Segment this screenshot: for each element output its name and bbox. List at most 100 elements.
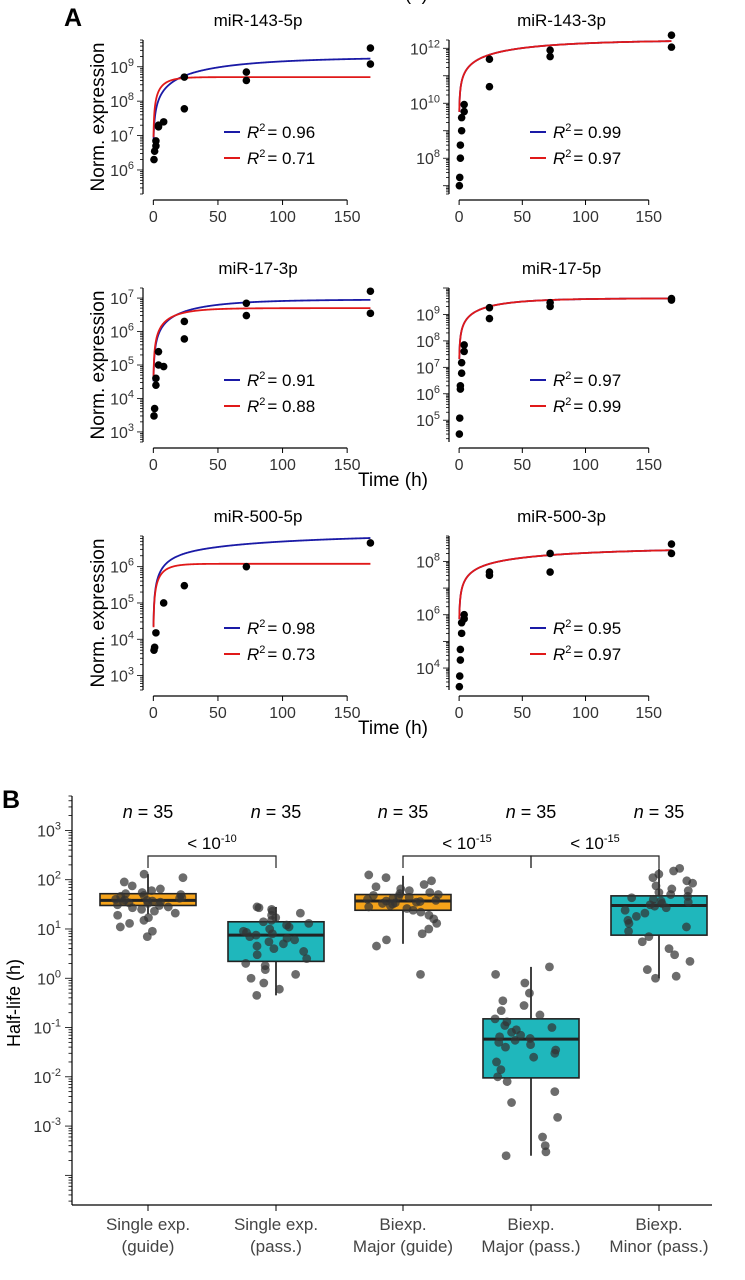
data-point (242, 76, 251, 85)
jitter-point (113, 910, 123, 920)
b-y-tick-label: 102 (37, 870, 61, 890)
jitter-point (176, 890, 186, 899)
jitter-point (424, 910, 434, 920)
jitter-point (535, 1010, 545, 1020)
x-tick-label: 150 (635, 705, 662, 722)
y-tick-label: 103 (110, 666, 134, 686)
jitter-point (416, 969, 425, 979)
legend-r2-label: R2 = 0.97 (553, 644, 621, 664)
y-tick-label: 106 (416, 384, 440, 404)
n-label: n = 35 (378, 802, 429, 822)
jitter-point (495, 1032, 505, 1042)
jitter-point (304, 918, 314, 928)
x-tick-label: 100 (269, 209, 296, 226)
jitter-point (144, 913, 153, 923)
b-y-axis-label: Half-life (h) (4, 959, 24, 1047)
legend-r2-label: R2 = 0.99 (553, 396, 621, 416)
data-point (485, 568, 494, 576)
jitter-point (396, 884, 406, 894)
jitter-point (119, 877, 129, 887)
jitter-point (667, 884, 677, 894)
fit-curve-blue (458, 40, 672, 112)
jitter-point (496, 1065, 506, 1074)
x-tick-label: 0 (149, 457, 158, 474)
jitter-point (507, 1098, 516, 1107)
jitter-point (664, 944, 674, 953)
jitter-point (302, 954, 312, 964)
x-tick-label: 0 (455, 705, 464, 722)
subplot-mir-17-5p: miR-17-5p 105 106 107 108 109 0 50 100 150 R2 = 0.9… (358, 259, 676, 491)
panel-a: miR-143-5p 106 107 108 109 0 50 100 150 R2 = 0.96 R… (88, 0, 676, 739)
jitter-point (252, 950, 262, 960)
jitter-point (553, 1112, 563, 1122)
jitter-point (137, 888, 147, 897)
jitter-point (372, 941, 381, 951)
jitter-point (178, 873, 188, 883)
x-tick-label: 150 (334, 457, 361, 474)
n-label: n = 35 (123, 802, 174, 822)
fit-curve-red (152, 307, 371, 378)
jitter-point (150, 906, 159, 916)
b-y-tick-label: 101 (37, 919, 61, 939)
x-axis-label: Time (h) (358, 470, 428, 491)
jitter-point (364, 870, 374, 880)
jitter-point (642, 965, 652, 974)
legend-r2-label: R2 = 0.97 (553, 148, 621, 168)
jitter-point (241, 959, 251, 968)
jitter-point (163, 902, 173, 912)
y-tick-label: 106 (110, 322, 134, 342)
box-group-2: n = 35 Single exp. (pass.) (227, 802, 325, 1256)
legend-r2-label: R2 = 0.96 (247, 122, 315, 142)
data-point (366, 539, 375, 547)
data-point (366, 287, 375, 296)
data-point (485, 55, 494, 64)
x-tick-label: 100 (572, 457, 599, 474)
data-point (150, 155, 158, 164)
jitter-point (269, 944, 279, 953)
jitter-point (265, 924, 275, 934)
y-tick-label: 103 (110, 422, 134, 442)
y-tick-label: 109 (416, 304, 440, 324)
jitter-point (490, 1014, 500, 1024)
y-tick-label: 107 (110, 288, 134, 308)
jitter-point (511, 1025, 521, 1035)
jitter-point (519, 1001, 529, 1010)
x-tick-label: 150 (334, 209, 361, 226)
n-label: n = 35 (506, 802, 557, 822)
data-point (152, 629, 160, 637)
y-tick-label: 108 (416, 331, 440, 351)
x-tick-label: 150 (334, 705, 361, 722)
data-point (242, 299, 251, 308)
jitter-point (550, 1087, 560, 1097)
significance-bracket: < 10-15 (530, 833, 660, 868)
x-axis-label: Time (h) (358, 718, 428, 739)
y-tick-label: 108 (110, 91, 134, 111)
x-tick-label: 50 (209, 457, 227, 474)
x-category-label-line2: Major (pass.) (481, 1237, 580, 1256)
data-point (456, 382, 465, 390)
box-group-4: n = 35 Biexp. Major (pass.) (481, 802, 580, 1256)
x-tick-label: 50 (513, 705, 531, 722)
significance-bracket: < 10-15 (402, 833, 532, 868)
data-point (460, 341, 468, 349)
fit-curve-blue (152, 537, 371, 627)
data-point (485, 314, 494, 323)
data-point (546, 52, 554, 61)
jitter-point (251, 930, 261, 940)
data-point (546, 568, 554, 576)
jitter-point (654, 888, 664, 897)
jitter-point (417, 929, 427, 939)
jitter-point (627, 893, 637, 903)
jitter-point (656, 896, 666, 906)
legend-r2-label: R2 = 0.99 (553, 122, 621, 142)
n-label: n = 35 (251, 802, 302, 822)
jitter-point (252, 902, 262, 912)
y-tick-label: 106 (416, 605, 440, 625)
data-point (456, 141, 465, 149)
box-group-5: n = 35 Biexp. Minor (pass.) (609, 802, 708, 1256)
box-group-3: n = 35 Biexp. Major (guide) (353, 802, 453, 1256)
data-point (457, 113, 466, 122)
x-axis-label: Time (h) (358, 0, 428, 5)
jitter-point (496, 1006, 506, 1016)
